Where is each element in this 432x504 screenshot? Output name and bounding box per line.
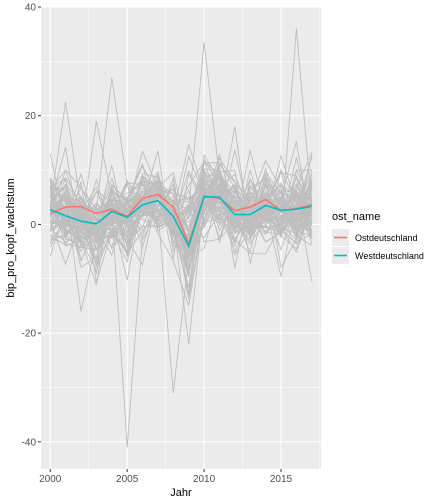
x-tick-label: 2015 bbox=[270, 474, 293, 485]
y-axis: -40 -20 0 20 40 bbox=[22, 3, 41, 448]
background-line bbox=[50, 162, 313, 264]
background-line bbox=[49, 189, 312, 257]
y-tick-label: 40 bbox=[25, 3, 37, 14]
y-axis-title: bip_pro_kopf_wachstum bbox=[5, 178, 17, 297]
y-tick-label: -40 bbox=[22, 437, 37, 448]
legend-label: Westdeutschland bbox=[355, 251, 424, 261]
x-tick-label: 2010 bbox=[193, 474, 216, 485]
y-tick-label: -20 bbox=[22, 329, 37, 340]
background-line bbox=[49, 175, 313, 277]
series-lines bbox=[49, 193, 312, 249]
background-line bbox=[49, 184, 313, 271]
series-line-ostdeutschland bbox=[49, 193, 312, 246]
y-tick-label: 0 bbox=[30, 220, 36, 231]
background-line bbox=[49, 149, 312, 254]
legend-label: Ostdeutschland bbox=[355, 233, 418, 243]
y-tick-label: 20 bbox=[25, 111, 37, 122]
x-tick-label: 2000 bbox=[39, 474, 62, 485]
background-line bbox=[49, 174, 313, 244]
minor-gridlines bbox=[41, 7, 321, 469]
legend-title: ost_name bbox=[332, 211, 380, 223]
x-tick-label: 2005 bbox=[116, 474, 139, 485]
series-line-westdeutschland bbox=[49, 195, 312, 249]
background-line bbox=[49, 162, 313, 269]
legend: ost_name Ostdeutschland Westdeutschland bbox=[332, 211, 424, 264]
background-line bbox=[49, 158, 312, 261]
x-axis-title: Jahr bbox=[170, 487, 192, 499]
x-axis: 2000 2005 2010 2015 bbox=[39, 469, 293, 485]
